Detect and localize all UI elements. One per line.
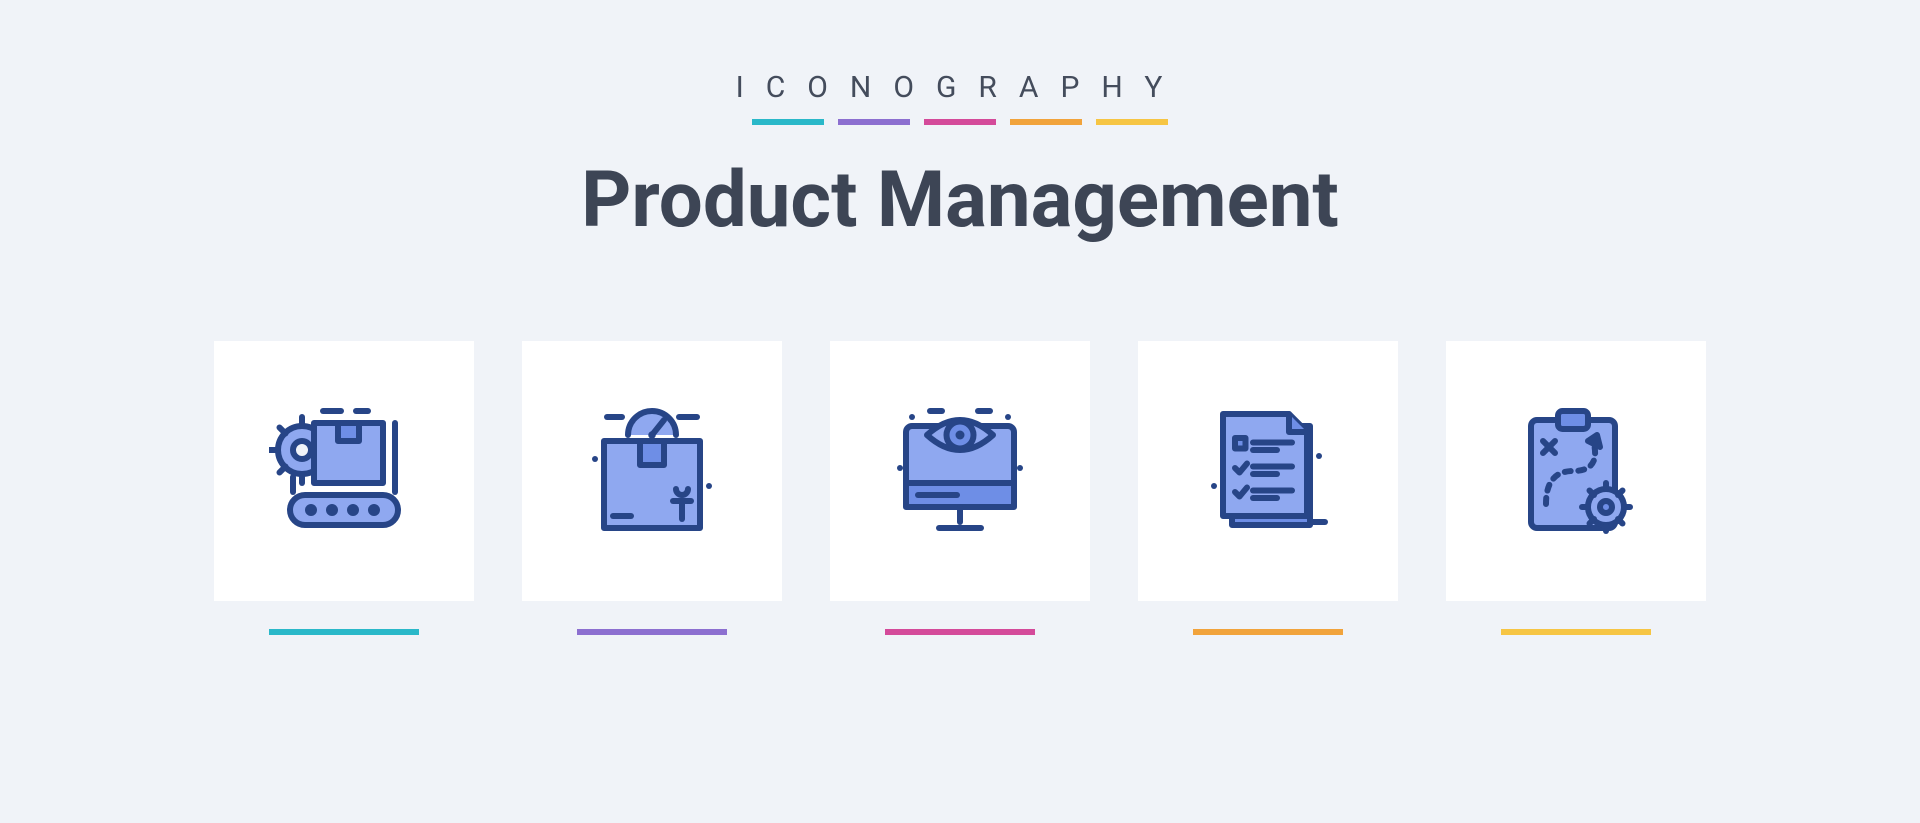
icon-underline	[269, 629, 419, 635]
icon-card-box-gauge	[522, 341, 782, 635]
icon-tile	[830, 341, 1090, 601]
box-gauge-icon	[577, 396, 727, 546]
brand-wordmark: ICONOGRAPHY	[736, 70, 1185, 105]
icon-underline	[1193, 629, 1343, 635]
stripe-3	[924, 119, 996, 125]
header: ICONOGRAPHY Product Management	[581, 70, 1339, 246]
icon-card-checklist	[1138, 341, 1398, 635]
stripe-1	[752, 119, 824, 125]
stripe-5	[1096, 119, 1168, 125]
icon-tile	[522, 341, 782, 601]
conveyor-box-gear-icon	[269, 396, 419, 546]
page-title: Product Management	[581, 155, 1339, 246]
icon-row	[214, 341, 1706, 635]
icon-card-conveyor	[214, 341, 474, 635]
icon-tile	[1446, 341, 1706, 601]
icon-underline	[577, 629, 727, 635]
monitor-eye-icon	[885, 396, 1035, 546]
checklist-doc-icon	[1193, 396, 1343, 546]
stripe-4	[1010, 119, 1082, 125]
clipboard-strategy-icon	[1501, 396, 1651, 546]
icon-tile	[1138, 341, 1398, 601]
icon-card-monitor-eye	[830, 341, 1090, 635]
icon-card-clipboard-strategy	[1446, 341, 1706, 635]
brand-stripes	[752, 119, 1168, 125]
icon-underline	[1501, 629, 1651, 635]
stripe-2	[838, 119, 910, 125]
icon-underline	[885, 629, 1035, 635]
icon-tile	[214, 341, 474, 601]
